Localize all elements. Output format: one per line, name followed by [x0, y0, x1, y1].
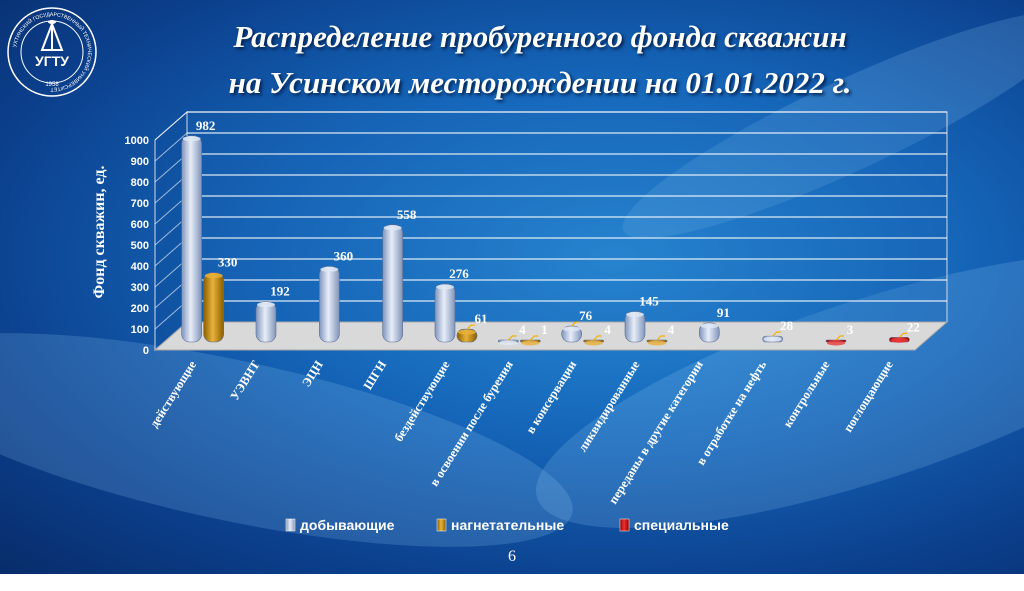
gridline-side	[154, 111, 188, 141]
bar	[382, 224, 403, 343]
category-label: УЭВНТ	[227, 358, 262, 403]
y-tick-label: 900	[131, 156, 149, 168]
data-label: 145	[639, 294, 659, 309]
y-tick-label: 200	[131, 303, 149, 315]
bar-cap	[320, 266, 339, 272]
bar-cap	[584, 340, 603, 346]
logo-year: 1958	[45, 82, 59, 88]
data-label: 330	[218, 255, 238, 270]
bar	[434, 283, 456, 343]
category-label: ШГН	[361, 358, 390, 392]
category-label: действующие	[147, 358, 199, 430]
bar-cap	[763, 336, 782, 342]
y-tick-label: 600	[131, 219, 149, 231]
y-tick-label: 1000	[125, 135, 149, 147]
legend-swatch	[285, 518, 296, 532]
bar-cap	[648, 340, 666, 346]
y-tick-label: 0	[143, 345, 149, 357]
category-label: контрольные	[780, 358, 832, 430]
university-logo: УХТИНСКИЙ ГОСУДАРСТВЕННЫЙ ТЕХНИЧЕСКИЙ УН…	[7, 7, 97, 97]
category-label: бездействующие	[392, 358, 453, 444]
bar	[255, 301, 277, 343]
title-line-2: на Усинском месторождении на 01.01.2022 …	[228, 65, 852, 100]
chart-floor	[153, 321, 949, 351]
data-label: 22	[907, 319, 920, 334]
data-label: 4	[604, 322, 611, 337]
bar-cap	[562, 326, 581, 332]
bar-cap	[890, 337, 909, 343]
leader-line	[466, 324, 475, 330]
leader-line	[656, 335, 665, 341]
bar-cap	[499, 340, 518, 346]
data-label: 3	[847, 322, 854, 337]
leader-line	[529, 335, 539, 341]
y-tick-label: 700	[131, 198, 149, 210]
category-label: в консервации	[523, 358, 579, 436]
category-label: поглощающие	[841, 358, 896, 435]
y-tick-label: 300	[131, 282, 149, 294]
legend-label: нагнетательные	[451, 517, 564, 533]
title-line-1: Распределение пробуренного фонда скважин	[233, 19, 847, 54]
data-label: 360	[334, 248, 354, 263]
bar	[319, 266, 340, 343]
bar-cap	[458, 329, 476, 335]
bar-cap	[257, 302, 275, 308]
bar-cap	[204, 273, 223, 279]
bar-cap	[182, 136, 201, 142]
legend-label: добывающие	[300, 517, 395, 533]
bar	[181, 135, 202, 343]
data-label: 276	[449, 266, 469, 281]
leader-line	[772, 331, 781, 337]
leader-line	[835, 335, 844, 341]
y-axis-label: Фонд скважин, ед.	[91, 165, 108, 298]
gridline-side	[154, 132, 188, 162]
leader-line	[898, 332, 908, 338]
legend-label: специальные	[634, 517, 729, 533]
category-label: в отработке на нефть	[694, 358, 770, 468]
data-label: 1	[541, 322, 548, 337]
y-tick-label: 100	[131, 324, 149, 336]
leader-line	[571, 321, 580, 327]
bar-cap	[383, 225, 402, 231]
category-label: ЭЦН	[299, 358, 326, 389]
bar-cap	[827, 340, 845, 346]
data-label: 28	[780, 318, 794, 333]
bar-cap	[626, 312, 644, 318]
y-tick-label: 400	[131, 261, 149, 273]
logo-letters: УГТУ	[35, 53, 69, 69]
data-label: 982	[196, 118, 216, 133]
bar	[624, 311, 646, 343]
data-label: 558	[397, 207, 417, 222]
legend-swatch	[619, 518, 630, 532]
legend-swatch	[436, 518, 447, 532]
data-label: 4	[668, 322, 675, 337]
data-label: 4	[519, 322, 526, 337]
data-label: 91	[717, 305, 730, 320]
data-label: 192	[270, 284, 290, 299]
bar-cap	[521, 340, 540, 346]
page-number: 6	[508, 548, 516, 565]
leader-line	[507, 335, 517, 341]
bar-chart: 0 100 200 300 400 500 600 700 800 900 1000 982 330 1…	[91, 110, 949, 533]
bar-cap	[700, 323, 719, 329]
data-label: 61	[475, 311, 488, 326]
page-title: Распределение пробуренного фонда скважин…	[110, 14, 970, 106]
leader-line	[593, 335, 602, 341]
category-label: ликвидированные	[575, 358, 642, 454]
y-tick-label: 800	[131, 177, 149, 189]
y-tick-label: 500	[131, 240, 149, 252]
bar	[203, 272, 224, 343]
bar-cap	[436, 284, 454, 290]
data-label: 76	[579, 308, 593, 323]
